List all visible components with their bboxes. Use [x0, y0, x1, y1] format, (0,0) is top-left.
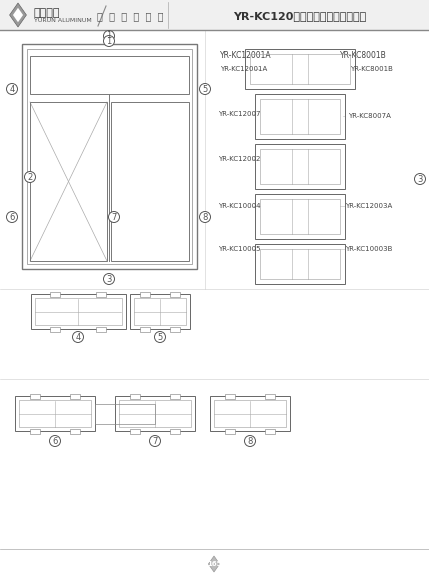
Bar	[225, 429, 235, 434]
Bar	[225, 394, 235, 399]
Polygon shape	[13, 8, 23, 22]
Bar	[260, 249, 340, 279]
Bar	[170, 429, 180, 434]
Bar	[170, 292, 180, 297]
Text: YR-KC10003B: YR-KC10003B	[345, 246, 393, 252]
Text: YR-KC10004: YR-KC10004	[218, 203, 260, 209]
Bar	[260, 199, 340, 234]
Text: 8: 8	[202, 212, 208, 222]
Text: YR-KC12002: YR-KC12002	[218, 156, 260, 162]
Text: YR-KC120断桥窗纱一体系列装配图: YR-KC120断桥窗纱一体系列装配图	[233, 11, 367, 21]
Circle shape	[245, 435, 256, 446]
Text: 6: 6	[9, 212, 15, 222]
Bar	[31, 294, 126, 329]
Circle shape	[109, 211, 120, 222]
Text: 余润铝业: 余润铝业	[34, 8, 60, 18]
Bar	[265, 429, 275, 434]
Text: 4: 4	[9, 85, 15, 93]
Bar	[30, 394, 40, 399]
Text: YR-KC12001A: YR-KC12001A	[220, 66, 267, 72]
Text: 品  质  创  造  未  来: 品 质 创 造 未 来	[97, 11, 163, 21]
Polygon shape	[9, 3, 27, 27]
Circle shape	[103, 35, 115, 46]
Text: 7: 7	[111, 212, 117, 222]
Text: 7: 7	[152, 437, 158, 445]
Text: YURUN ALUMINUM: YURUN ALUMINUM	[34, 19, 92, 24]
Text: 3: 3	[106, 274, 112, 284]
Bar	[15, 396, 95, 431]
Circle shape	[199, 83, 211, 94]
Circle shape	[24, 171, 36, 182]
Bar	[35, 298, 122, 325]
Text: 6: 6	[52, 437, 57, 445]
Circle shape	[6, 83, 18, 94]
Bar	[95, 404, 155, 424]
Circle shape	[149, 435, 160, 446]
Circle shape	[154, 332, 166, 343]
Bar	[19, 400, 91, 427]
Bar	[70, 394, 80, 399]
Bar	[255, 194, 345, 239]
Bar	[27, 49, 192, 264]
Text: 4: 4	[76, 332, 81, 342]
Bar	[210, 396, 290, 431]
Circle shape	[103, 31, 115, 42]
Text: YR-KC12001A: YR-KC12001A	[220, 50, 272, 60]
Text: 165: 165	[207, 561, 221, 567]
Bar	[260, 149, 340, 184]
Bar	[30, 102, 107, 261]
Bar	[130, 429, 140, 434]
Text: YR-KC12003A: YR-KC12003A	[345, 203, 392, 209]
Bar	[70, 429, 80, 434]
Bar	[245, 49, 355, 89]
Circle shape	[414, 174, 426, 185]
Bar	[96, 327, 106, 332]
Bar	[140, 327, 150, 332]
Bar	[255, 144, 345, 189]
Bar	[130, 394, 140, 399]
Bar	[111, 102, 189, 261]
Circle shape	[6, 211, 18, 222]
Text: 2: 2	[27, 173, 33, 181]
Circle shape	[73, 332, 84, 343]
Bar	[50, 292, 60, 297]
Bar	[0, 0, 429, 30]
Text: YR-KC10005: YR-KC10005	[218, 246, 260, 252]
Bar	[50, 327, 60, 332]
Bar	[30, 56, 189, 94]
Bar	[115, 396, 195, 431]
Bar	[30, 429, 40, 434]
Text: 1: 1	[106, 31, 112, 41]
Bar	[255, 94, 345, 139]
Bar	[119, 400, 191, 427]
Text: YR-KC8007A: YR-KC8007A	[348, 113, 391, 119]
Circle shape	[199, 211, 211, 222]
Polygon shape	[208, 556, 220, 572]
Bar	[170, 394, 180, 399]
Text: 1: 1	[106, 36, 112, 46]
Bar	[140, 292, 150, 297]
Text: 5: 5	[202, 85, 208, 93]
Bar	[22, 44, 197, 269]
Text: YR-KC8001B: YR-KC8001B	[350, 66, 393, 72]
Bar	[130, 294, 190, 329]
Circle shape	[103, 273, 115, 284]
Bar	[170, 327, 180, 332]
Bar	[96, 292, 106, 297]
Bar	[265, 394, 275, 399]
Text: 8: 8	[247, 437, 253, 445]
Text: YR-KC12007: YR-KC12007	[218, 111, 260, 117]
Bar	[250, 54, 350, 84]
Bar	[134, 298, 186, 325]
Bar	[260, 99, 340, 134]
Text: 3: 3	[417, 174, 423, 184]
Circle shape	[49, 435, 60, 446]
Bar	[255, 244, 345, 284]
Text: YR-KC8001B: YR-KC8001B	[340, 50, 387, 60]
Bar	[214, 400, 286, 427]
Text: 5: 5	[157, 332, 163, 342]
